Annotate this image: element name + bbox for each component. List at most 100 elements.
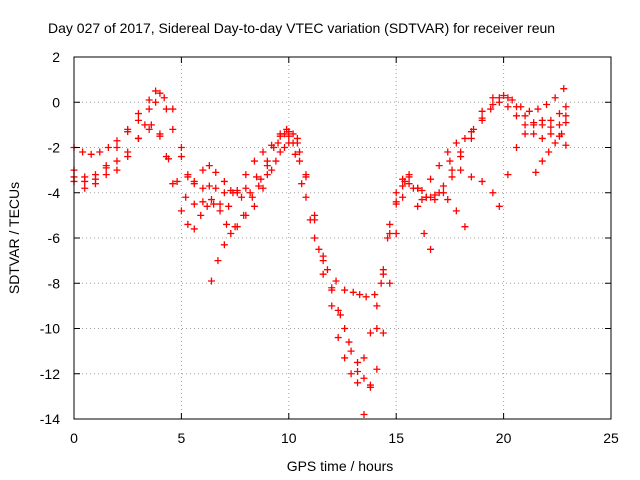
data-point	[489, 189, 497, 197]
data-point	[521, 130, 529, 138]
y-tick-label: 0	[52, 94, 60, 110]
x-tick-label: 5	[178, 430, 186, 446]
data-point	[227, 229, 235, 237]
data-series	[70, 85, 570, 418]
data-point	[444, 148, 452, 156]
data-point	[102, 171, 110, 179]
data-point	[560, 85, 568, 93]
data-point	[255, 182, 263, 190]
data-point	[392, 189, 400, 197]
data-point	[538, 134, 546, 142]
data-point	[500, 91, 508, 99]
x-tick-label: 25	[603, 430, 619, 446]
series-7	[446, 116, 570, 210]
data-point	[448, 166, 456, 174]
data-point	[373, 325, 381, 332]
data-point	[145, 105, 153, 113]
data-point	[242, 171, 250, 179]
data-point	[289, 130, 297, 138]
data-point	[210, 200, 218, 208]
chart-title: Day 027 of 2017, Sidereal Day-to-day VTE…	[48, 20, 555, 36]
data-point	[177, 144, 185, 151]
data-point	[233, 223, 241, 231]
x-tick-label: 10	[281, 430, 297, 446]
data-point	[207, 196, 215, 204]
data-point	[272, 157, 280, 165]
data-point	[512, 144, 520, 151]
data-point	[197, 211, 205, 219]
data-point	[489, 101, 497, 109]
data-point	[562, 119, 570, 127]
data-point	[242, 184, 250, 192]
data-point	[169, 180, 177, 188]
data-point	[220, 189, 228, 197]
data-point	[87, 150, 95, 158]
data-point	[177, 207, 185, 215]
data-point	[152, 98, 160, 106]
data-point	[373, 365, 381, 373]
data-point	[467, 134, 475, 142]
data-point	[216, 200, 224, 208]
data-point	[319, 257, 327, 265]
y-tick-label: -6	[48, 230, 61, 246]
data-point	[268, 166, 276, 174]
data-point	[431, 196, 439, 204]
data-point	[124, 148, 132, 156]
data-point	[152, 87, 160, 95]
data-point	[184, 173, 192, 181]
data-point	[190, 225, 198, 233]
data-point	[534, 105, 542, 113]
data-point	[452, 207, 460, 215]
data-point	[366, 383, 374, 391]
data-point	[156, 132, 164, 140]
data-point	[371, 291, 379, 299]
data-point	[349, 288, 357, 296]
data-point	[354, 358, 362, 366]
data-point	[199, 198, 207, 206]
data-point	[147, 121, 155, 129]
data-point	[495, 98, 503, 106]
data-point	[427, 245, 435, 253]
axes: 0 5 10 15 20 25 -14 -12 -10 -8 -6 -4 -2 0 2	[40, 49, 619, 446]
y-tick-label: -14	[40, 411, 60, 427]
y-tick-label: 2	[52, 49, 60, 65]
data-point	[521, 121, 529, 129]
data-point	[190, 200, 198, 208]
data-point	[205, 162, 213, 170]
data-point	[81, 173, 89, 181]
data-point	[113, 157, 121, 165]
data-point	[420, 229, 428, 237]
data-point	[238, 193, 246, 201]
data-point	[281, 144, 289, 151]
data-point	[444, 196, 452, 204]
x-tick-label: 0	[70, 430, 78, 446]
data-point	[470, 125, 478, 133]
series-8	[532, 119, 570, 176]
data-point	[182, 193, 190, 201]
series-3	[70, 121, 435, 378]
data-point	[113, 137, 121, 145]
data-point	[223, 220, 231, 228]
data-point	[347, 370, 355, 378]
data-point	[461, 223, 469, 231]
data-point	[525, 107, 533, 115]
data-point	[347, 347, 355, 355]
y-tick-label: -4	[48, 185, 61, 201]
data-point	[79, 148, 87, 156]
data-point	[220, 177, 228, 185]
data-point	[328, 286, 336, 294]
data-point	[538, 157, 546, 165]
data-point	[113, 144, 121, 151]
data-point	[276, 132, 284, 140]
data-point	[233, 189, 241, 197]
data-point	[268, 141, 276, 149]
data-point	[162, 105, 170, 113]
data-point	[311, 216, 319, 224]
data-point	[220, 241, 228, 249]
series-2	[70, 94, 570, 389]
data-point	[487, 105, 495, 113]
data-point	[392, 198, 400, 206]
data-point	[257, 175, 265, 183]
data-point	[360, 354, 368, 362]
